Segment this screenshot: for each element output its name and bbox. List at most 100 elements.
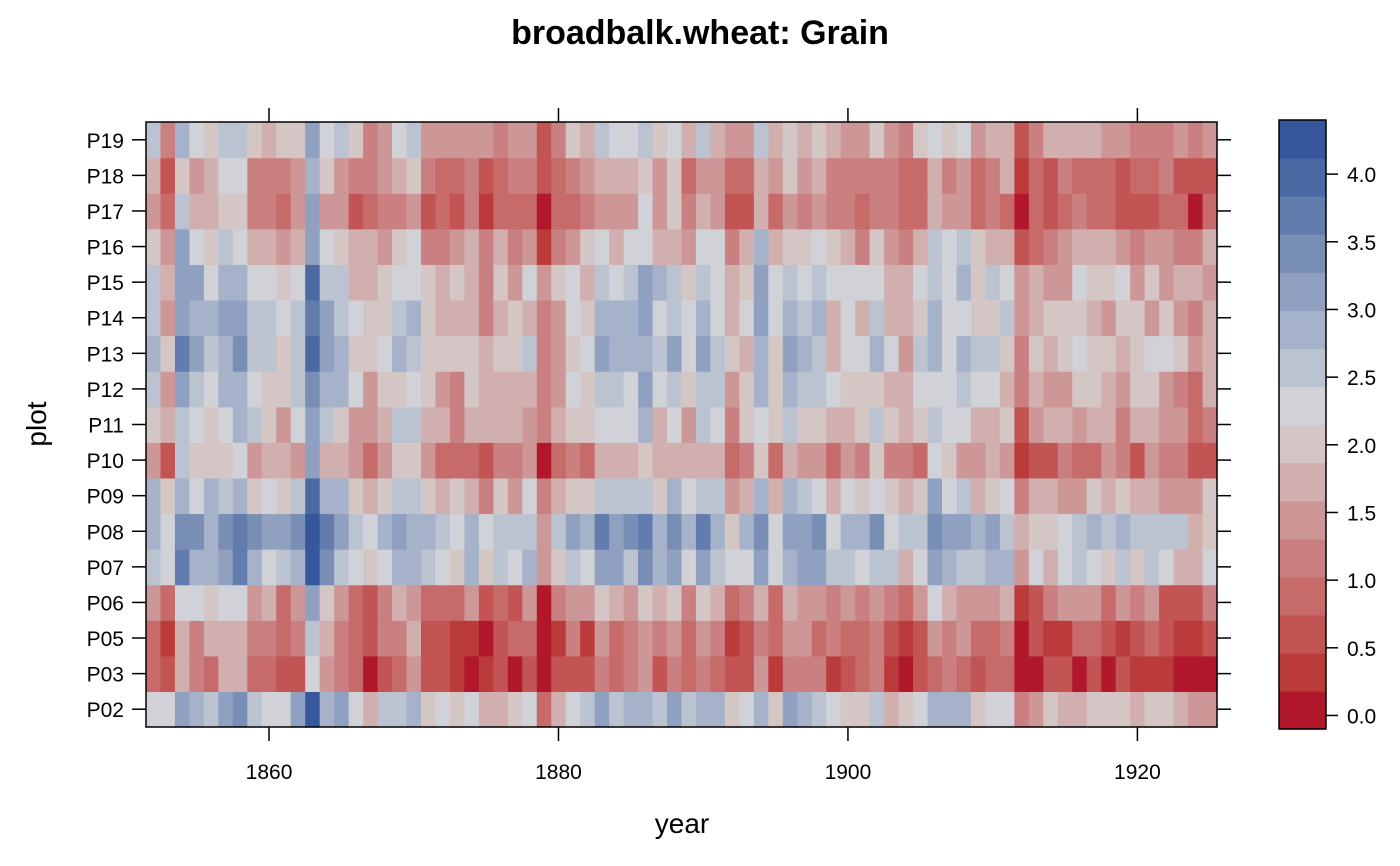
heatmap-cell [146, 406, 162, 443]
heatmap-cell [927, 193, 943, 230]
heatmap-cell [261, 477, 277, 515]
heatmap-cell [1188, 299, 1204, 337]
heatmap-cell [594, 442, 610, 479]
heatmap-cell [1144, 584, 1160, 621]
heatmap-cell [970, 655, 987, 693]
heatmap-cell [797, 299, 813, 337]
heatmap-cell [681, 122, 697, 159]
heatmap-cell [1202, 691, 1218, 728]
colorkey-swatch [1279, 424, 1326, 464]
heatmap-cell [551, 157, 567, 194]
heatmap-cell [522, 406, 538, 443]
heatmap-cell [536, 549, 552, 586]
heatmap-cell [1014, 655, 1030, 693]
heatmap-cell [652, 442, 668, 479]
heatmap-cell [435, 620, 451, 657]
heatmap-cell [1028, 264, 1044, 301]
heatmap-cell [160, 442, 176, 479]
heatmap-cell [898, 122, 914, 159]
heatmap-cell [348, 228, 364, 265]
heatmap-cell [232, 193, 248, 230]
heatmap-cell [580, 477, 596, 515]
heatmap-cell [739, 122, 755, 159]
heatmap-cell [1188, 193, 1204, 230]
heatmap-cell [203, 299, 219, 337]
heatmap-cell [652, 655, 668, 693]
heatmap-cell [869, 335, 885, 372]
colorkey-swatch [1279, 500, 1326, 540]
heatmap-cell [913, 122, 929, 159]
y-axis: P02 P03 P05 P06 P07 P08 P09 P10 P11 P12 P13 P14 P15 P… [87, 130, 1231, 722]
colorkey-swatch [1279, 462, 1326, 502]
heatmap-cell [377, 442, 393, 479]
heatmap-cell [753, 584, 769, 621]
heatmap-cell [174, 157, 191, 194]
heatmap-cell [189, 335, 205, 372]
heatmap-cell [565, 442, 581, 479]
heatmap-cell [1173, 299, 1189, 337]
heatmap-cell [985, 335, 1001, 372]
heatmap-cell [334, 264, 350, 301]
heatmap-cell [753, 442, 769, 479]
heatmap-cell [305, 620, 321, 657]
heatmap-cell [218, 335, 234, 372]
heatmap-cell [724, 513, 740, 550]
heatmap-cell [1043, 691, 1059, 728]
heatmap-cell [898, 620, 914, 657]
heatmap-cell [1159, 406, 1175, 443]
heatmap-cell [464, 264, 480, 301]
heatmap-cell [189, 193, 205, 230]
heatmap-cell [1014, 513, 1030, 550]
heatmap-cell [927, 299, 943, 337]
heatmap-cell [739, 691, 755, 728]
heatmap-cell [507, 620, 523, 657]
heatmap-cell [261, 371, 277, 408]
heatmap-cell [985, 299, 1001, 337]
heatmap-cell [927, 406, 943, 443]
heatmap-cell [652, 193, 668, 230]
heatmap-cell [594, 620, 610, 657]
heatmap-cell [218, 655, 234, 693]
colorkey-swatch [1279, 158, 1326, 197]
heatmap-cell [232, 620, 248, 657]
heatmap-cell [652, 122, 668, 159]
colorkey-swatch [1279, 348, 1326, 388]
heatmap-cell [913, 442, 929, 479]
heatmap-cell [638, 122, 654, 159]
heatmap-cell [218, 691, 234, 728]
heatmap-cell [1028, 335, 1044, 372]
heatmap-cell [638, 228, 654, 265]
heatmap-cell [811, 691, 827, 728]
heatmap-cell [956, 620, 972, 657]
heatmap-cell [478, 406, 494, 443]
heatmap-cell [739, 193, 755, 230]
heatmap-cell [551, 371, 567, 408]
heatmap-cell [406, 477, 422, 515]
heatmap-cell [551, 655, 567, 693]
heatmap-cell [1057, 371, 1073, 408]
heatmap-cell [565, 335, 581, 372]
heatmap-cell [1072, 122, 1088, 159]
heatmap-cell [782, 477, 798, 515]
heatmap-cell [232, 691, 248, 728]
heatmap-cell [276, 122, 292, 159]
heatmap-cell [290, 655, 306, 693]
heatmap-cell [203, 691, 219, 728]
heatmap-cell [1173, 335, 1189, 372]
heatmap-cell [869, 299, 885, 337]
colorkey-frame [1278, 119, 1327, 730]
heatmap-cell [247, 513, 263, 550]
heatmap-cell [1028, 442, 1044, 479]
heatmap-cell [999, 406, 1015, 443]
heatmap-cell [970, 620, 987, 657]
heatmap-cell [1072, 299, 1088, 337]
heatmap-cell [319, 513, 335, 550]
heatmap-cell [146, 513, 162, 550]
heatmap-cell [768, 122, 784, 159]
heatmap-cell [724, 655, 740, 693]
heatmap-cell [753, 193, 769, 230]
heatmap-cell [420, 406, 437, 443]
heatmap-cell [927, 549, 943, 586]
heatmap-cell [1043, 157, 1059, 194]
heatmap-cell [1072, 620, 1088, 657]
